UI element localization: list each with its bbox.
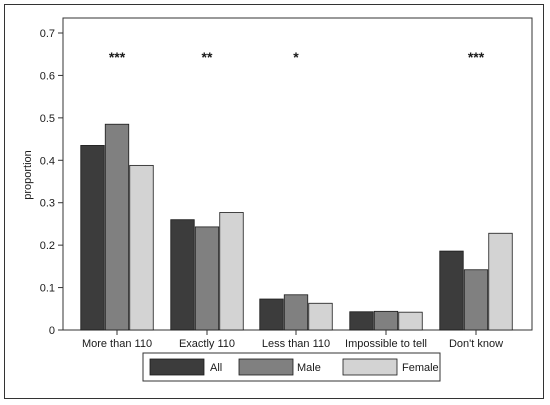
legend-label: All — [210, 362, 222, 374]
x-axis-labels: More than 110 Exactly 110 Less than 110 Imp… — [82, 330, 503, 350]
y-tick-label: 0 — [49, 325, 55, 337]
bar — [194, 226, 220, 331]
bar — [219, 212, 244, 331]
legend-label: Male — [297, 362, 321, 374]
x-tick-label: Impossible to tell — [345, 338, 427, 350]
bar — [398, 311, 423, 331]
significance-marker: * — [293, 49, 299, 65]
significance-marker: *** — [109, 49, 126, 65]
legend-swatch — [149, 358, 205, 376]
legend-label: Female — [402, 362, 439, 374]
legend: All Male Female — [142, 352, 441, 382]
bar — [373, 310, 399, 331]
legend-swatch — [238, 358, 294, 376]
x-tick-label: More than 110 — [82, 338, 152, 350]
y-tick-label: 0.5 — [40, 113, 55, 125]
bar — [439, 250, 464, 331]
y-tick-label: 0.1 — [40, 283, 55, 295]
y-tick-label: 0.4 — [40, 155, 55, 167]
y-tick-label: 0.3 — [40, 198, 55, 210]
significance-marker: ** — [202, 49, 213, 65]
y-tick-label: 0.7 — [40, 28, 55, 40]
bar — [129, 164, 154, 331]
significance-labels: *** ** * *** — [109, 49, 485, 65]
y-tick-label: 0.2 — [40, 240, 55, 252]
bar — [259, 298, 284, 331]
bar — [283, 294, 309, 331]
bars — [80, 123, 513, 331]
x-tick-label: Less than 110 — [262, 338, 330, 350]
x-tick-label: Exactly 110 — [179, 338, 235, 350]
legend-swatch — [342, 358, 398, 376]
x-tick-label: Don't know — [449, 338, 503, 350]
bar — [80, 145, 105, 331]
bar — [308, 302, 333, 331]
significance-marker: *** — [468, 49, 485, 65]
bar — [349, 311, 374, 331]
y-tick-label: 0.6 — [40, 70, 55, 82]
bar — [170, 219, 195, 331]
y-axis-title: proportion — [22, 150, 34, 200]
bar — [463, 269, 489, 331]
bar — [488, 232, 513, 331]
bar — [104, 123, 130, 331]
